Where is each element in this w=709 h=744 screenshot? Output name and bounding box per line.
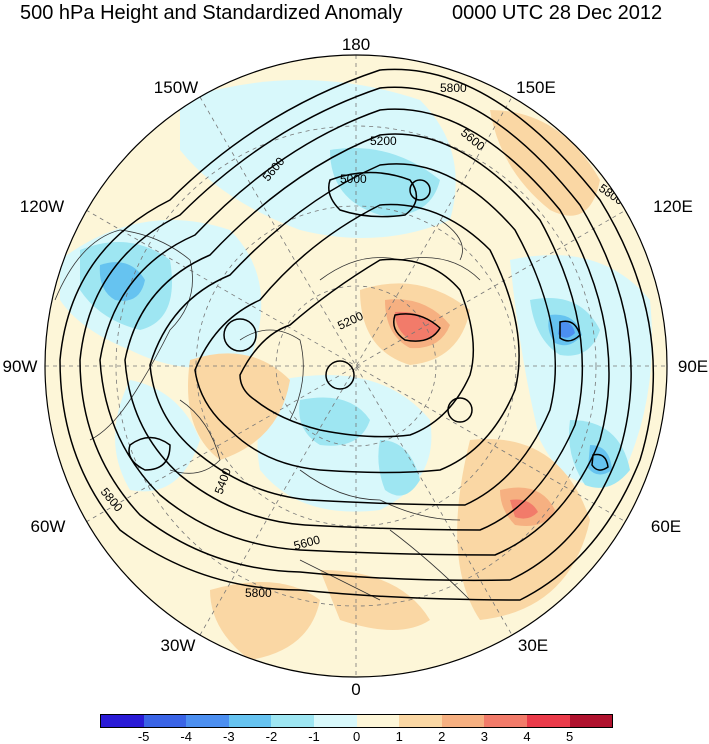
positive-anomaly-region [188,353,290,460]
lon-label-30w: 30W [160,636,196,655]
contour-label: 5800 [440,81,467,95]
lon-label-90e: 90E [677,357,709,376]
colorbar-swatch [569,715,613,727]
map-disk: 5800 5600 5200 5000 5600 5800 5200 5400 … [45,55,667,677]
colorbar-swatch [484,715,527,727]
lon-label-150w: 150W [153,78,199,97]
lon-label-180: 180 [341,35,371,54]
lon-label-0: 0 [351,680,361,699]
colorbar-swatch [271,715,314,727]
colorbar-swatch [313,715,357,727]
graticule [45,55,667,677]
lon-label-60w: 60W [30,517,66,536]
colorbar-swatch [526,715,570,727]
colorbar-tick-label: -2 [265,729,278,744]
positive-anomaly-region [320,570,430,630]
positive-anomaly-region [210,582,320,660]
colorbar-tick-label: 0 [352,729,361,744]
lon-label-30e: 30E [517,636,549,655]
lon-label-120e: 120E [653,197,693,216]
positive-anomaly-core [510,499,538,519]
positive-anomaly-region [490,110,600,216]
colorbar-swatch [441,715,485,727]
colorbar-swatch [143,715,187,727]
lon-label-90w: 90W [2,357,38,376]
contour-label: 5800 [245,586,272,600]
map-timestamp: 0000 UTC 28 Dec 2012 [452,2,663,24]
contour-label: 5600 [292,532,322,553]
lon-label-150e: 150E [516,78,556,97]
colorbar-tick-label: -5 [137,729,150,744]
colorbar-swatch [356,715,400,727]
height-contours [59,68,655,601]
negative-anomaly-region [378,440,420,496]
colorbar-tick-label: 3 [480,729,489,744]
colorbar-tick-label: 2 [438,729,446,744]
colorbar-tick-label: -4 [180,729,192,744]
map-border [44,54,668,678]
colorbar-swatch [101,715,144,727]
colorbar-tick-label: 4 [523,729,531,744]
anomaly-colorbar [100,714,614,728]
negative-anomaly-core [558,321,575,338]
colorbar-swatch [228,715,272,727]
coastlines [54,219,481,601]
map-title: 500 hPa Height and Standardized Anomaly [20,2,403,24]
colorbar-swatch [399,715,442,727]
contour-label: 5200 [370,134,397,148]
colorbar-swatch [186,715,229,727]
colorbar-tick-label: -3 [223,729,235,744]
colorbar-tick-label: 1 [395,729,403,744]
contour-label: 5000 [340,172,367,186]
lon-label-60e: 60E [650,517,682,536]
lon-label-120w: 120W [19,197,65,216]
positive-anomaly-region [457,439,590,620]
colorbar-tick-label: -1 [308,729,320,744]
colorbar-tick-label: 5 [565,729,574,744]
